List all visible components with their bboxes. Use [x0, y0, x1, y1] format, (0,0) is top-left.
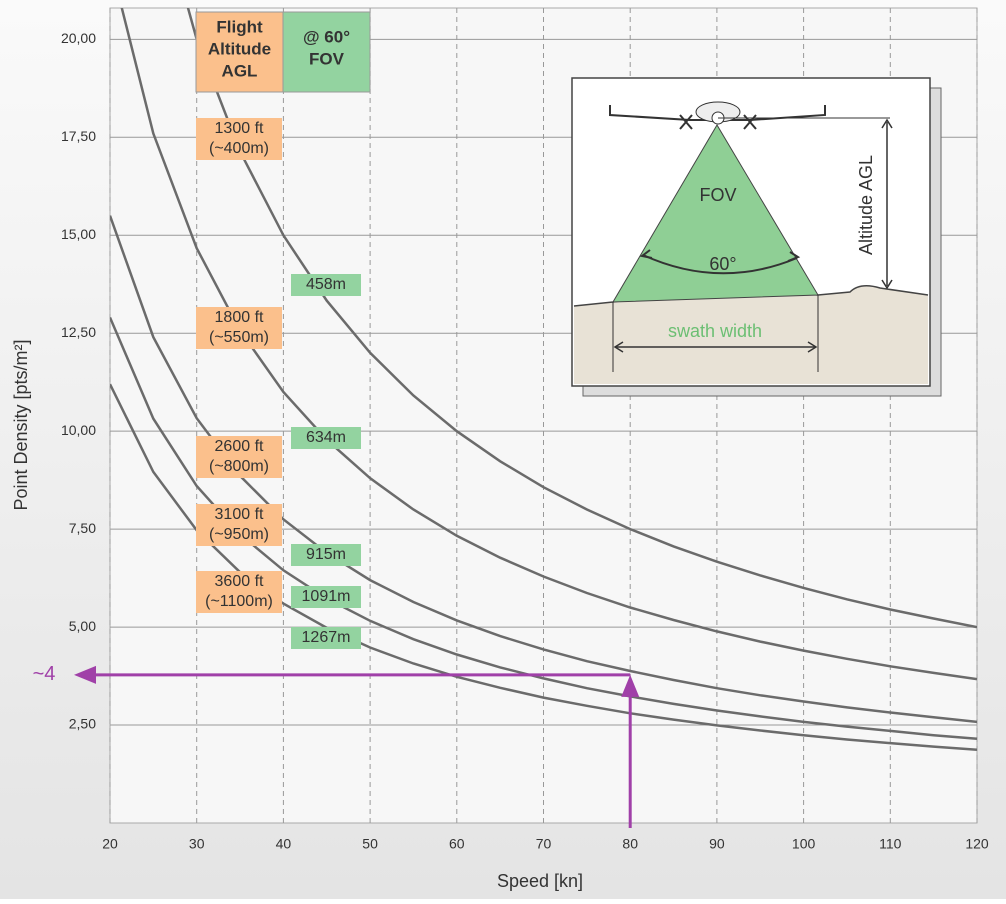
x-axis-title: Speed [kn]: [497, 871, 583, 891]
altitude-label: 2600 ft: [215, 438, 264, 455]
altitude-label: (~800m): [209, 458, 269, 475]
x-tick-label: 40: [276, 836, 292, 852]
annotation-label: ~4: [33, 663, 56, 685]
header-text: AGL: [222, 61, 258, 80]
y-tick-label: 2,50: [69, 716, 96, 732]
y-axis-title: Point Density [pts/m²]: [11, 339, 31, 510]
swath-label: 458m: [306, 276, 346, 293]
y-tick-label: 5,00: [69, 618, 96, 634]
y-tick-label: 12,50: [61, 324, 96, 340]
fov-label: FOV: [699, 185, 736, 205]
swath-label: 915m: [306, 546, 346, 563]
x-tick-label: 80: [622, 836, 638, 852]
altitude-label: (~550m): [209, 329, 269, 346]
altitude-label: 3100 ft: [215, 506, 264, 523]
header-text: FOV: [309, 49, 345, 68]
altitude-label: (~400m): [209, 140, 269, 157]
x-tick-label: 100: [792, 836, 816, 852]
header-text: Flight: [216, 17, 263, 36]
x-tick-label: 120: [965, 836, 989, 852]
altitude-label: Altitude AGL: [856, 155, 876, 255]
y-tick-label: 20,00: [61, 30, 96, 46]
y-tick-label: 15,00: [61, 226, 96, 242]
swath-label: 634m: [306, 429, 346, 446]
swath-label: 1267m: [302, 629, 351, 646]
altitude-label: 1800 ft: [215, 309, 264, 326]
x-tick-label: 30: [189, 836, 205, 852]
inset-diagram: FOV 60° Altitude AGL swath width: [572, 78, 941, 396]
altitude-label: (~1100m): [205, 593, 273, 610]
swath-label: swath width: [668, 321, 762, 341]
chart: 2,50 5,00 7,50 10,00 12,50 15,00 17,50 20,00 20 3…: [0, 0, 1006, 899]
x-tick-label: 70: [536, 836, 552, 852]
x-tick-label: 60: [449, 836, 465, 852]
altitude-label: 3600 ft: [215, 573, 264, 590]
x-tick-label: 110: [879, 836, 902, 852]
angle-label: 60°: [709, 254, 736, 274]
swath-label: 1091m: [302, 588, 351, 605]
x-tick-label: 20: [102, 836, 118, 852]
y-tick-label: 10,00: [61, 422, 96, 438]
x-tick-label: 50: [362, 836, 378, 852]
altitude-label: 1300 ft: [215, 120, 264, 137]
altitude-label: (~950m): [209, 526, 269, 543]
x-tick-label: 90: [709, 836, 725, 852]
header-text: @ 60°: [303, 27, 350, 46]
header-text: Altitude: [208, 39, 271, 58]
y-tick-label: 17,50: [61, 128, 96, 144]
y-tick-label: 7,50: [69, 520, 96, 536]
